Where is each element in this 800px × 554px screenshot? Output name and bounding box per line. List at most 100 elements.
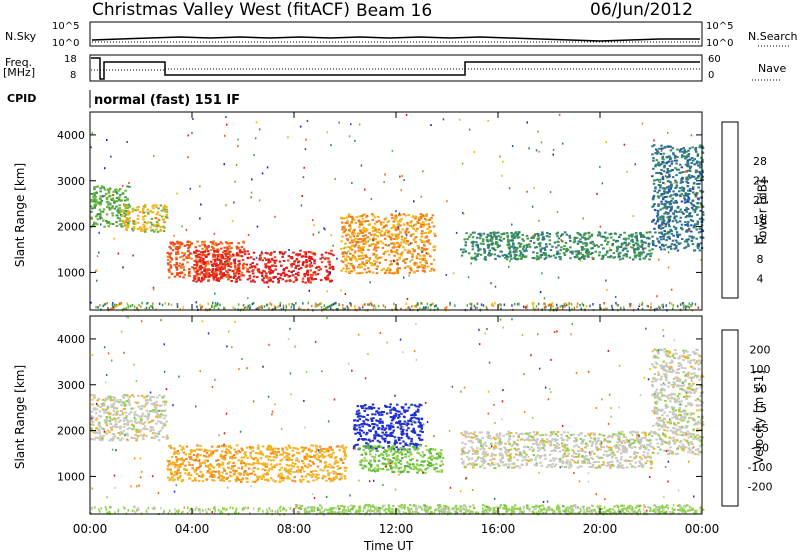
heatmap-cell xyxy=(533,257,536,260)
heatmap-cell xyxy=(99,187,102,190)
heatmap-cell xyxy=(141,435,145,438)
heatmap-cell xyxy=(356,405,359,408)
heatmap-cell xyxy=(590,233,594,236)
heatmap-cell xyxy=(336,465,339,468)
heatmap-cell xyxy=(679,303,682,306)
heatmap-cell xyxy=(430,303,432,306)
heatmap-cell xyxy=(211,263,214,266)
heatmap-cell xyxy=(432,246,435,249)
heatmap-cell xyxy=(375,256,378,259)
heatmap-cell xyxy=(699,178,703,181)
heatmap-cell xyxy=(197,467,200,470)
heatmap-cell xyxy=(495,236,498,239)
heatmap-cell xyxy=(241,259,245,261)
heatmap-cell xyxy=(656,209,660,212)
heatmap-cell xyxy=(626,243,630,246)
heatmap-cell xyxy=(355,259,358,262)
heatmap-cell xyxy=(278,304,281,308)
heatmap-cell xyxy=(657,203,660,206)
heatmap-cell xyxy=(662,305,664,309)
heatmap-cell xyxy=(562,305,564,308)
heatmap-cell xyxy=(156,413,159,416)
heatmap-cell xyxy=(659,235,662,238)
heatmap-cell xyxy=(121,437,124,440)
heatmap-cell xyxy=(353,269,356,272)
heatmap-cell xyxy=(399,220,402,223)
heatmap-cell xyxy=(104,192,108,195)
heatmap-cell xyxy=(308,255,311,258)
heatmap-cell xyxy=(265,258,268,261)
heatmap-cell xyxy=(405,302,408,306)
heatmap-cell xyxy=(155,404,159,407)
heatmap-cell xyxy=(300,204,303,207)
heatmap-cell xyxy=(576,231,579,234)
heatmap-cell xyxy=(399,224,402,227)
heatmap-cell xyxy=(108,395,112,398)
heatmap-cell xyxy=(289,446,292,449)
heatmap-cell xyxy=(123,394,127,396)
heatmap-cell xyxy=(199,470,203,473)
heatmap-cell xyxy=(408,274,410,277)
heatmap-cell xyxy=(135,402,139,405)
heatmap-cell xyxy=(194,254,198,257)
heatmap-cell xyxy=(309,450,312,453)
heatmap-cell xyxy=(362,405,366,407)
heatmap-cell xyxy=(557,244,560,247)
heatmap-cell xyxy=(403,266,407,269)
heatmap-cell xyxy=(199,444,202,447)
heatmap-cell xyxy=(112,407,116,410)
heatmap-cell xyxy=(679,163,682,166)
heatmap-cell xyxy=(396,271,400,274)
heatmap-cell xyxy=(121,394,125,397)
heatmap-cell xyxy=(485,236,488,239)
heatmap-cell xyxy=(162,395,166,398)
heatmap-cell xyxy=(330,249,333,252)
heatmap-cell xyxy=(413,200,415,203)
heatmap-cell xyxy=(383,428,386,431)
heatmap-cell xyxy=(331,303,333,307)
heatmap-cell xyxy=(196,453,200,456)
heatmap-cell xyxy=(428,225,431,228)
heatmap-cell xyxy=(99,203,102,206)
heatmap-cell xyxy=(692,236,695,239)
heatmap-cell xyxy=(487,254,490,256)
heatmap-cell xyxy=(128,403,132,406)
heatmap-cell xyxy=(196,265,199,268)
heatmap-cell xyxy=(674,219,678,222)
heatmap-cell xyxy=(259,457,263,460)
heatmap-cell xyxy=(552,148,555,151)
heatmap-cell xyxy=(687,198,691,201)
heatmap-cell xyxy=(203,274,207,277)
heatmap-cell xyxy=(498,255,501,258)
heatmap-cell xyxy=(634,235,637,238)
heatmap-cell xyxy=(480,303,483,306)
heatmap-cell xyxy=(606,250,609,253)
heatmap-cell xyxy=(181,479,184,482)
heatmap-cell xyxy=(246,270,249,273)
heatmap-cell xyxy=(276,278,280,280)
heatmap-cell xyxy=(341,462,345,464)
heatmap-cell xyxy=(424,223,427,226)
heatmap-cell xyxy=(109,222,112,225)
heatmap-cell xyxy=(677,168,680,171)
heatmap-cell xyxy=(168,245,171,248)
heatmap-cell xyxy=(117,303,120,307)
heatmap-cell xyxy=(109,418,112,421)
heatmap-cell xyxy=(674,159,677,162)
heatmap-cell xyxy=(396,223,399,226)
heatmap-cell xyxy=(323,304,326,307)
heatmap-cell xyxy=(320,279,323,282)
heatmap-cell xyxy=(625,253,628,256)
heatmap-cell xyxy=(176,245,179,248)
heatmap-cell xyxy=(656,215,659,218)
heatmap-cell xyxy=(406,422,409,425)
heatmap-cell xyxy=(125,227,128,230)
heatmap-cell xyxy=(160,409,164,412)
heatmap-cell xyxy=(102,434,105,437)
heatmap-cell xyxy=(271,452,274,454)
heatmap-cell xyxy=(182,447,185,450)
heatmap-cell xyxy=(416,245,420,247)
heatmap-cell xyxy=(220,477,224,480)
heatmap-cell xyxy=(426,302,429,306)
heatmap-cell xyxy=(202,275,205,278)
